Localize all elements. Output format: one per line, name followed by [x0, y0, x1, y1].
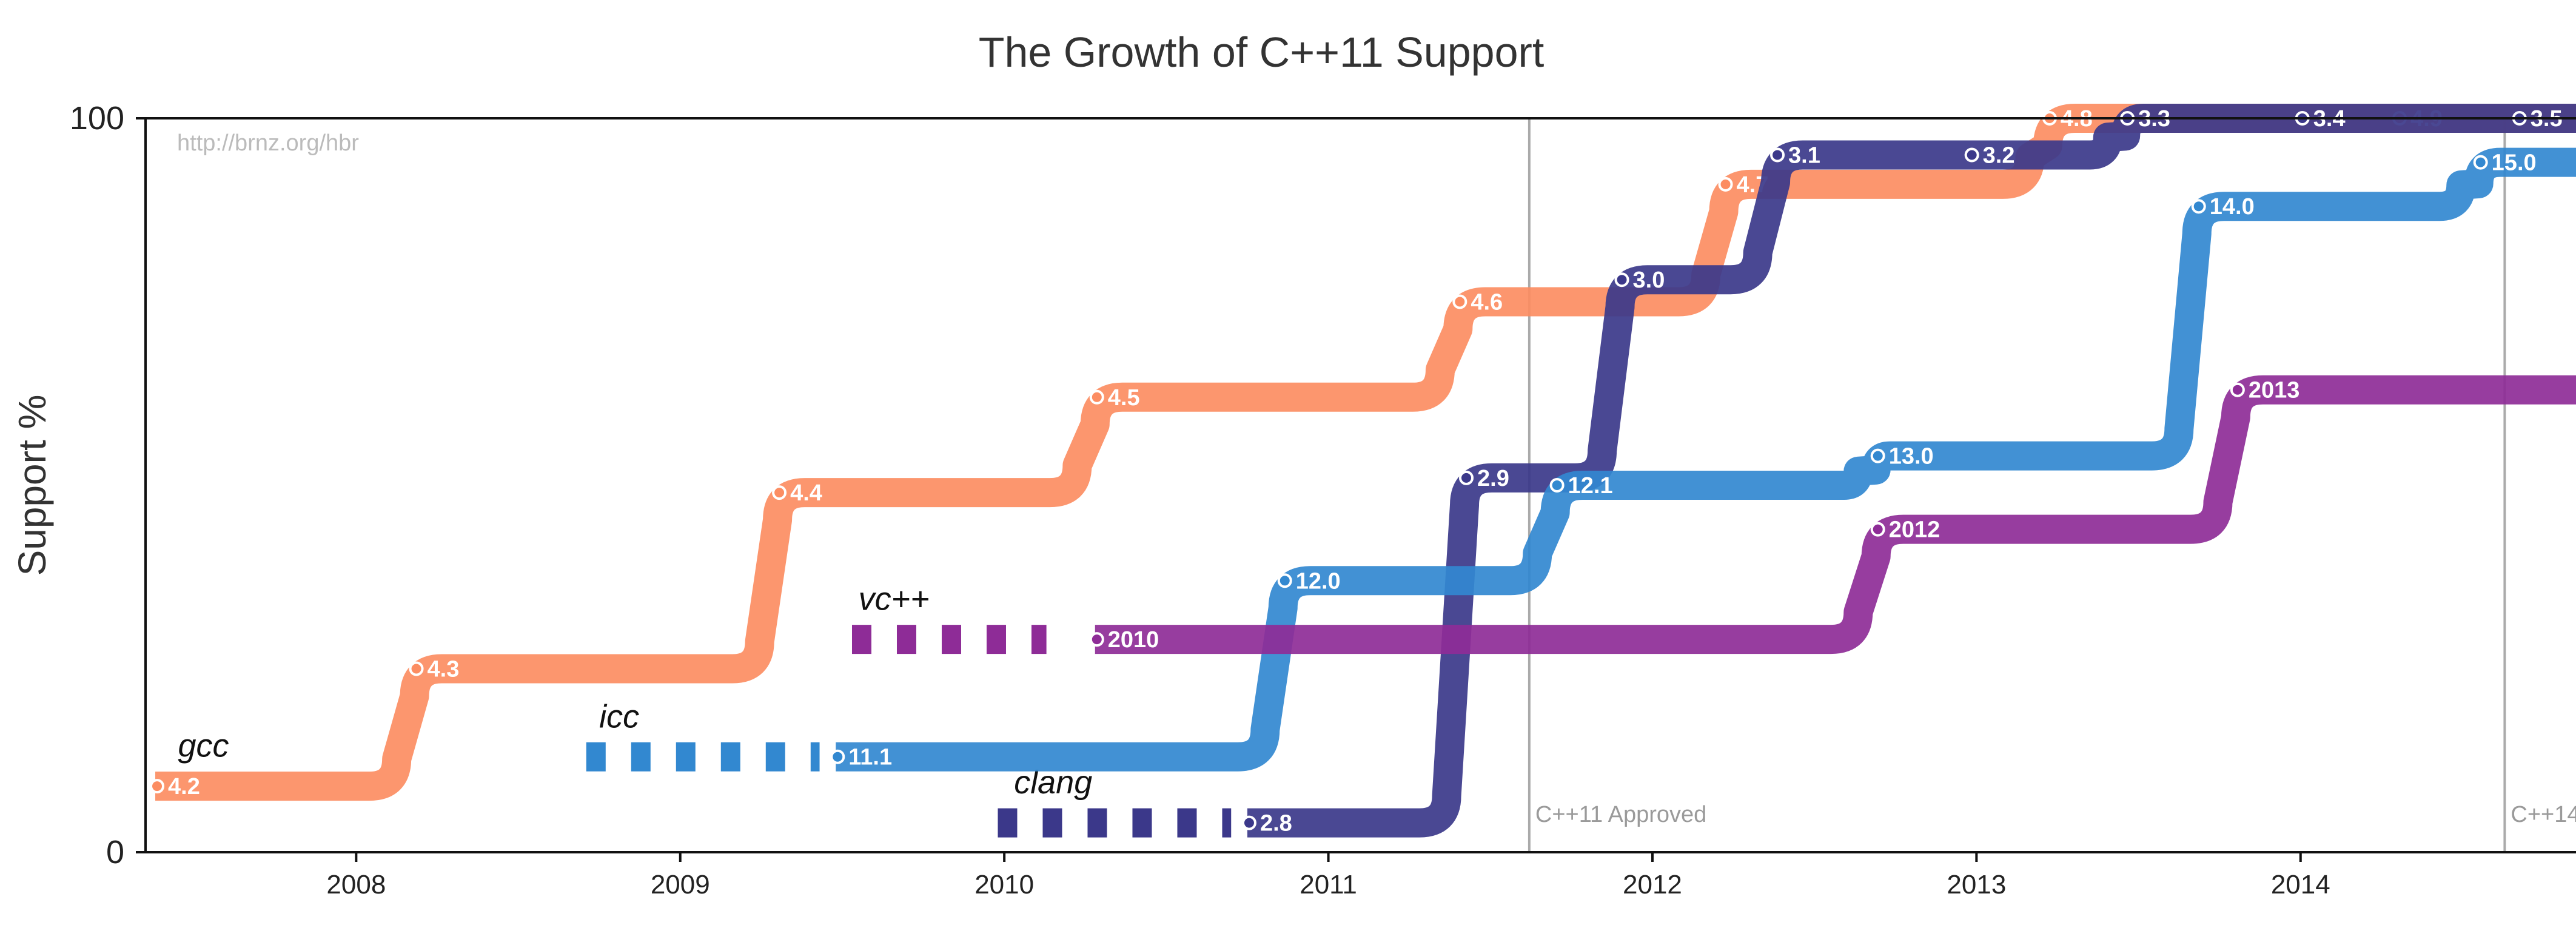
release-point-gcc-5 [1718, 177, 1733, 192]
x-tick-label-1: 2009 [651, 870, 710, 900]
release-point-clang-2 [1614, 272, 1629, 288]
release-label-icc-0: 11.1 [848, 745, 892, 770]
release-point-gcc-2 [772, 485, 787, 500]
milestone-label-0: C++11 Approved [1535, 802, 1706, 827]
series-name-icc: icc [599, 698, 639, 735]
release-point-icc-4 [2191, 199, 2206, 214]
release-point-icc-0 [830, 749, 845, 764]
release-label-gcc-1: 4.3 [428, 657, 460, 682]
release-label-icc-4: 14.0 [2210, 194, 2255, 220]
series-name-vcpp: vc++ [859, 581, 930, 617]
milestone-label-1: C++14 Approved [2511, 802, 2576, 827]
x-tick-label-6: 2014 [2271, 870, 2330, 900]
release-point-icc-3 [1870, 448, 1885, 463]
release-point-gcc-0 [150, 779, 165, 794]
release-point-gcc-3 [1089, 389, 1104, 405]
release-label-vcpp-2: 2013 [2249, 378, 2300, 403]
release-label-clang-0: 2.8 [1260, 811, 1292, 836]
release-label-gcc-0: 4.2 [168, 774, 200, 799]
x-tick-label-5: 2013 [1947, 870, 2006, 900]
release-point-vcpp-1 [1870, 522, 1885, 537]
series-line-vcpp [1095, 375, 2576, 654]
x-tick-label-4: 2012 [1623, 870, 1682, 900]
series-line-clang [1247, 104, 2576, 838]
milestone-layer: C++11 Approved C++14 Approved [1528, 118, 2576, 852]
release-label-clang-4: 3.2 [1983, 143, 2015, 169]
release-point-gcc-4 [1452, 294, 1467, 309]
release-label-clang-3: 3.1 [1788, 143, 1820, 169]
release-label-clang-1: 2.9 [1477, 466, 1509, 491]
release-point-clang-1 [1459, 470, 1474, 485]
release-point-vcpp-2 [2230, 382, 2245, 397]
release-label-vcpp-1: 2012 [1889, 517, 1940, 543]
series-icc: 11.1 12.0 12.1 13.0 14.0 15.0 icc [586, 147, 2576, 772]
release-point-clang-4 [1964, 147, 1979, 163]
source-note: http://brnz.org/hbr [177, 130, 359, 156]
chart-title: The Growth of C++11 Support [979, 29, 1545, 76]
x-tick-label-3: 2011 [1300, 870, 1357, 900]
release-point-gcc-1 [409, 661, 424, 676]
release-point-vcpp-0 [1089, 632, 1104, 647]
release-point-icc-1 [1277, 573, 1292, 588]
y-tick-label-0: 0 [106, 834, 124, 870]
release-label-icc-1: 12.0 [1296, 568, 1341, 594]
y-axis-label: Support % [10, 395, 54, 576]
release-point-icc-2 [1549, 478, 1565, 493]
release-label-gcc-4: 4.6 [1471, 290, 1503, 315]
series-line-icc [836, 147, 2576, 772]
release-point-clang-3 [1770, 147, 1785, 163]
axes: 2008 2009 2010 2011 2012 2013 2014 0 100 [70, 100, 2576, 900]
release-label-vcpp-0: 2010 [1108, 627, 1159, 653]
release-label-icc-2: 12.1 [1568, 473, 1613, 499]
release-point-icc-5 [2473, 155, 2488, 170]
x-tick-label-2: 2010 [974, 870, 1034, 900]
release-label-clang-2: 3.0 [1633, 267, 1665, 293]
release-label-gcc-2: 4.4 [790, 480, 822, 506]
release-label-gcc-3: 4.5 [1108, 385, 1140, 411]
x-tick-label-0: 2008 [326, 870, 386, 900]
series-name-gcc: gcc [178, 728, 229, 764]
release-label-icc-3: 13.0 [1889, 444, 1934, 469]
y-tick-label-1: 100 [70, 100, 124, 136]
series-line-gcc [155, 104, 2576, 801]
release-label-icc-5: 15.0 [2492, 150, 2537, 176]
release-point-clang-0 [1241, 815, 1256, 830]
series-vcpp: 2010 2012 2013 vc++ [851, 375, 2576, 654]
